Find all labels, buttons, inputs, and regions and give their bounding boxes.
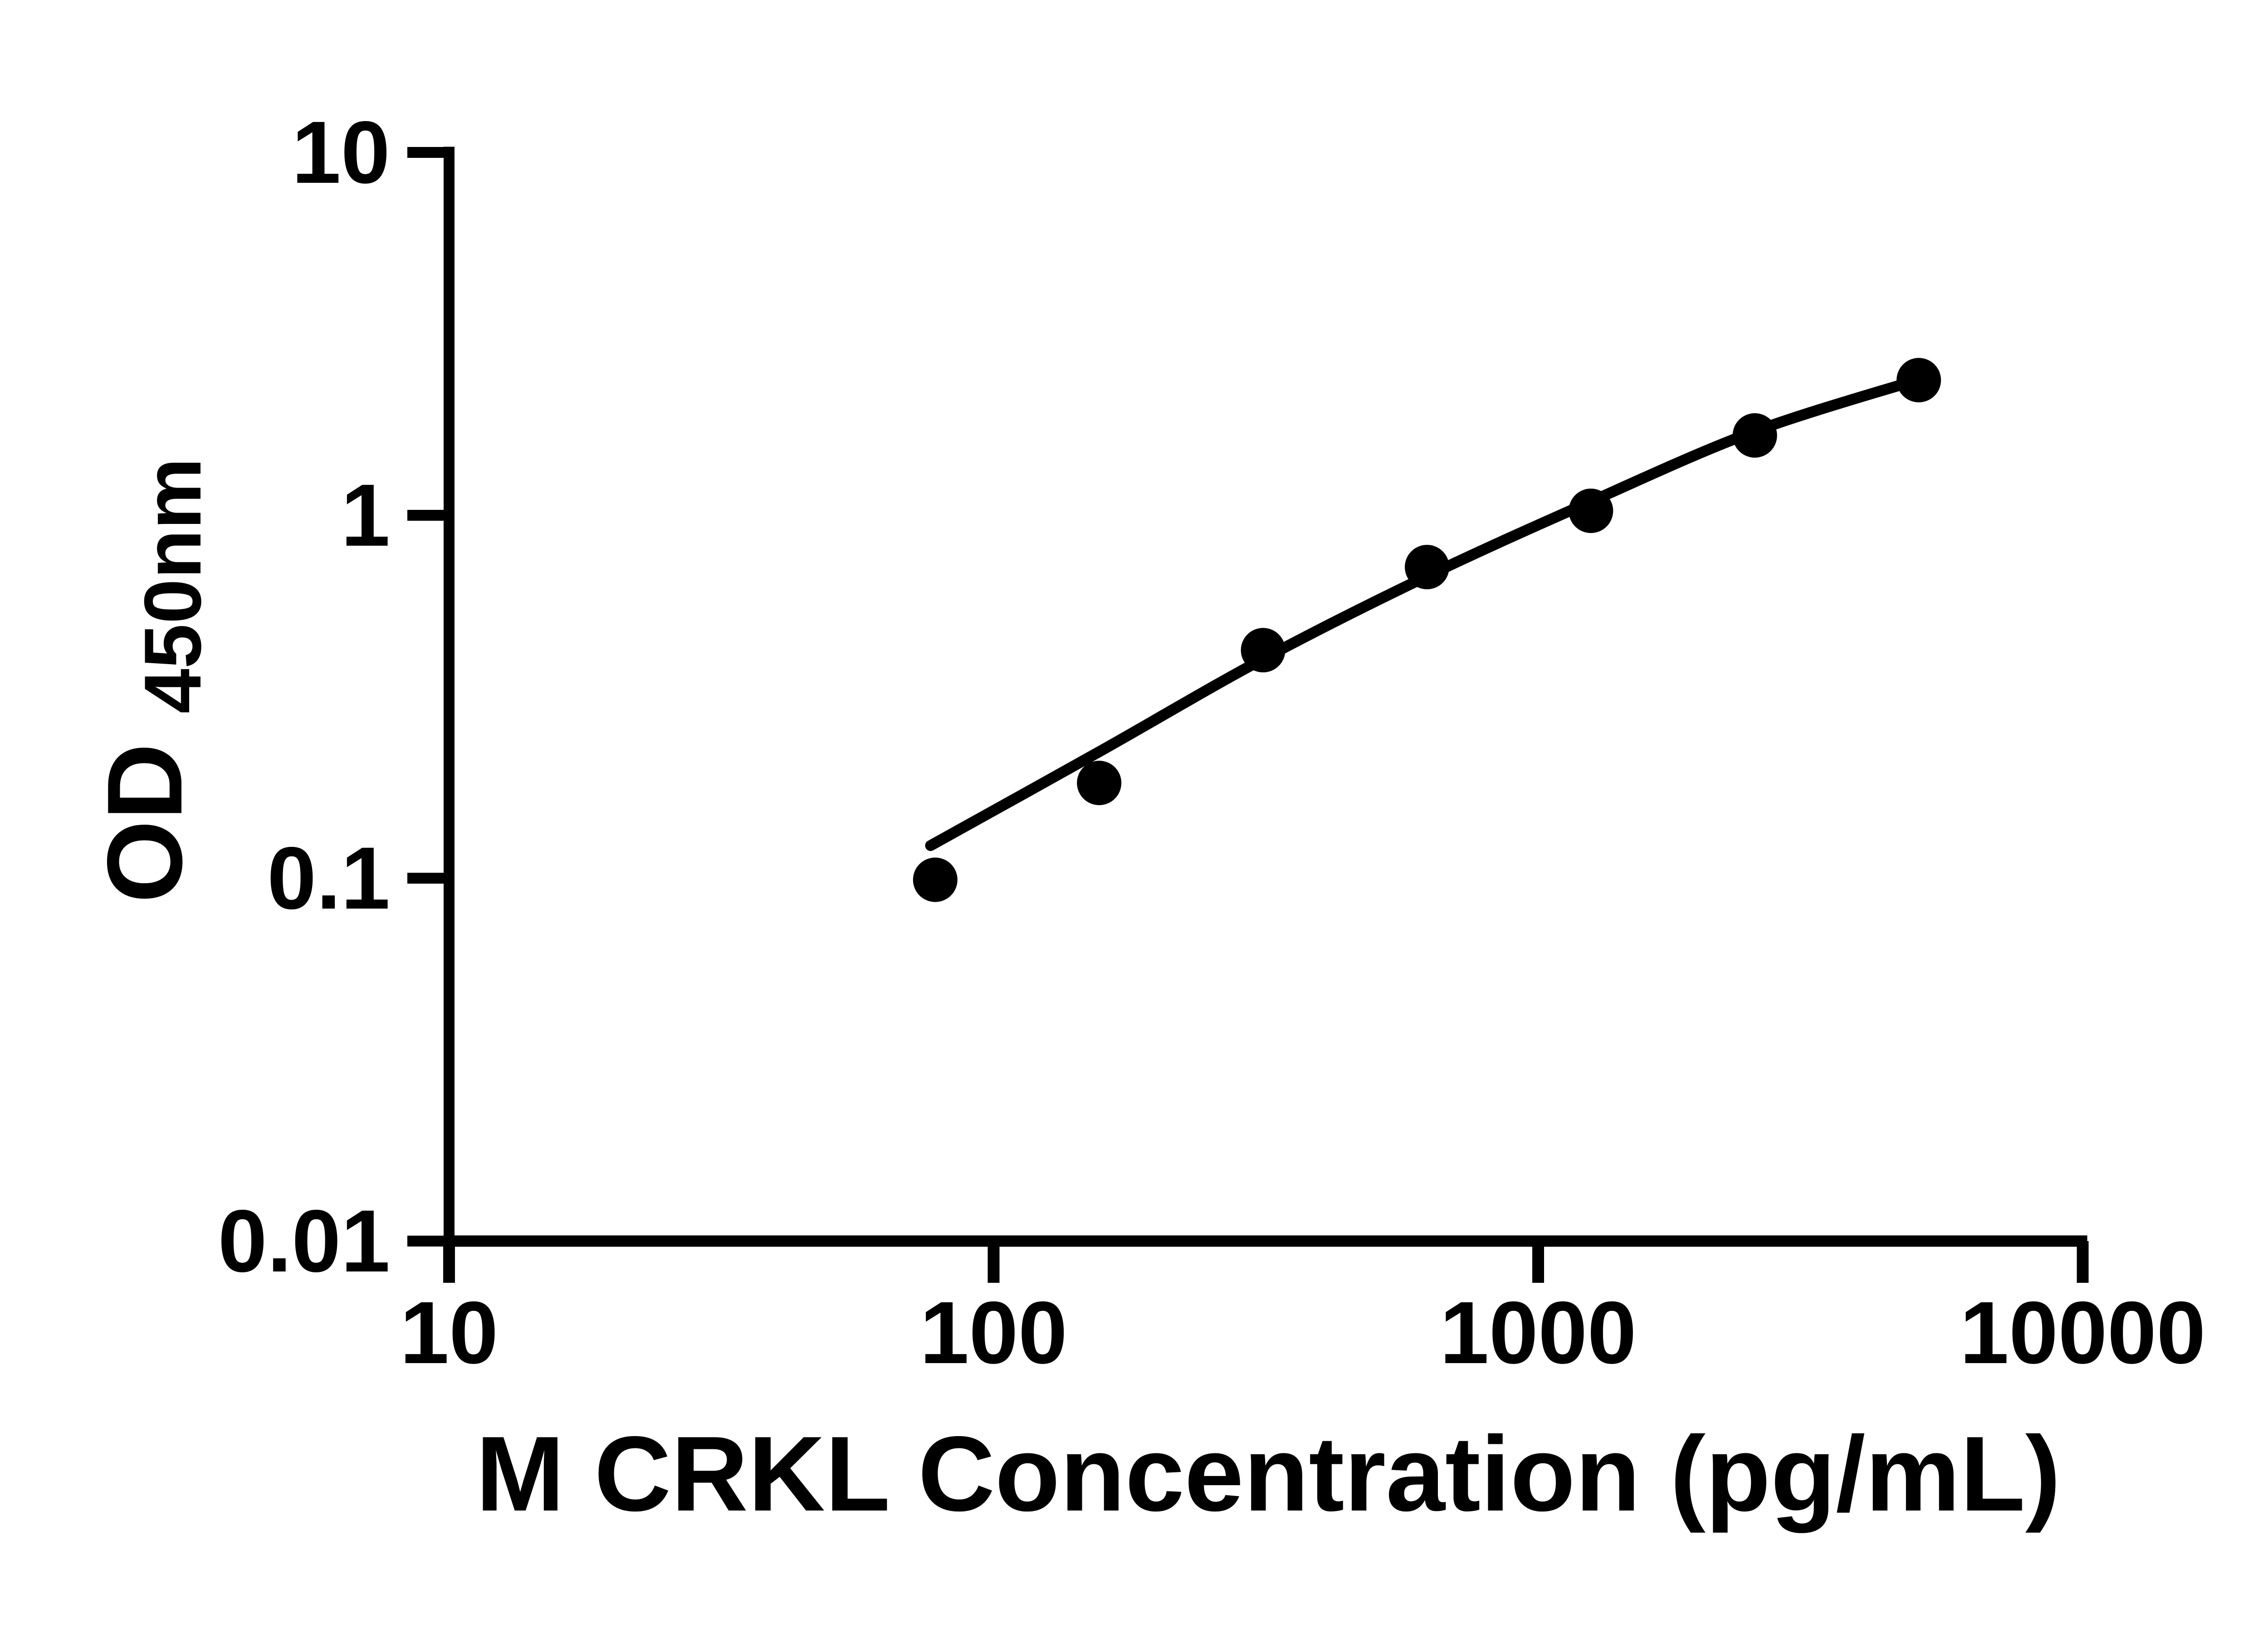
data-point	[1405, 545, 1449, 590]
x-axis-ticks	[443, 1241, 2089, 1283]
y-tick-label: 1	[341, 466, 390, 565]
data-point	[1241, 628, 1286, 673]
x-tick-label: 1000	[1440, 1283, 1637, 1382]
x-axis-title: M CRKL Concentration (pg/mL)	[476, 1414, 2061, 1533]
x-axis-tick-labels: 10 100 1000 10000	[400, 1283, 2206, 1382]
data-point	[1897, 358, 1941, 402]
data-point-series	[913, 358, 1941, 902]
y-axis-title-main: OD	[85, 743, 204, 903]
x-tick-label: 10000	[1960, 1283, 2205, 1382]
data-point	[913, 857, 958, 902]
y-axis-tick-labels: 10 1 0.1 0.01	[218, 103, 390, 1291]
y-axis-title: OD 450nm	[85, 458, 218, 903]
x-tick-label: 100	[920, 1283, 1067, 1382]
plot-axes: 10 1 0.1 0.01 10 100 1000 10000	[218, 103, 2205, 1382]
plot-content	[913, 358, 1941, 902]
y-axis-title-subscript: 450nm	[127, 458, 218, 714]
x-tick-label: 10	[400, 1283, 499, 1382]
y-tick-label: 0.01	[218, 1192, 390, 1291]
data-point	[1732, 413, 1777, 458]
data-point	[1077, 761, 1122, 805]
y-tick-label: 0.1	[267, 829, 390, 928]
data-point	[1569, 489, 1613, 533]
y-tick-label: 10	[292, 103, 390, 202]
y-axis-ticks	[407, 147, 449, 1247]
